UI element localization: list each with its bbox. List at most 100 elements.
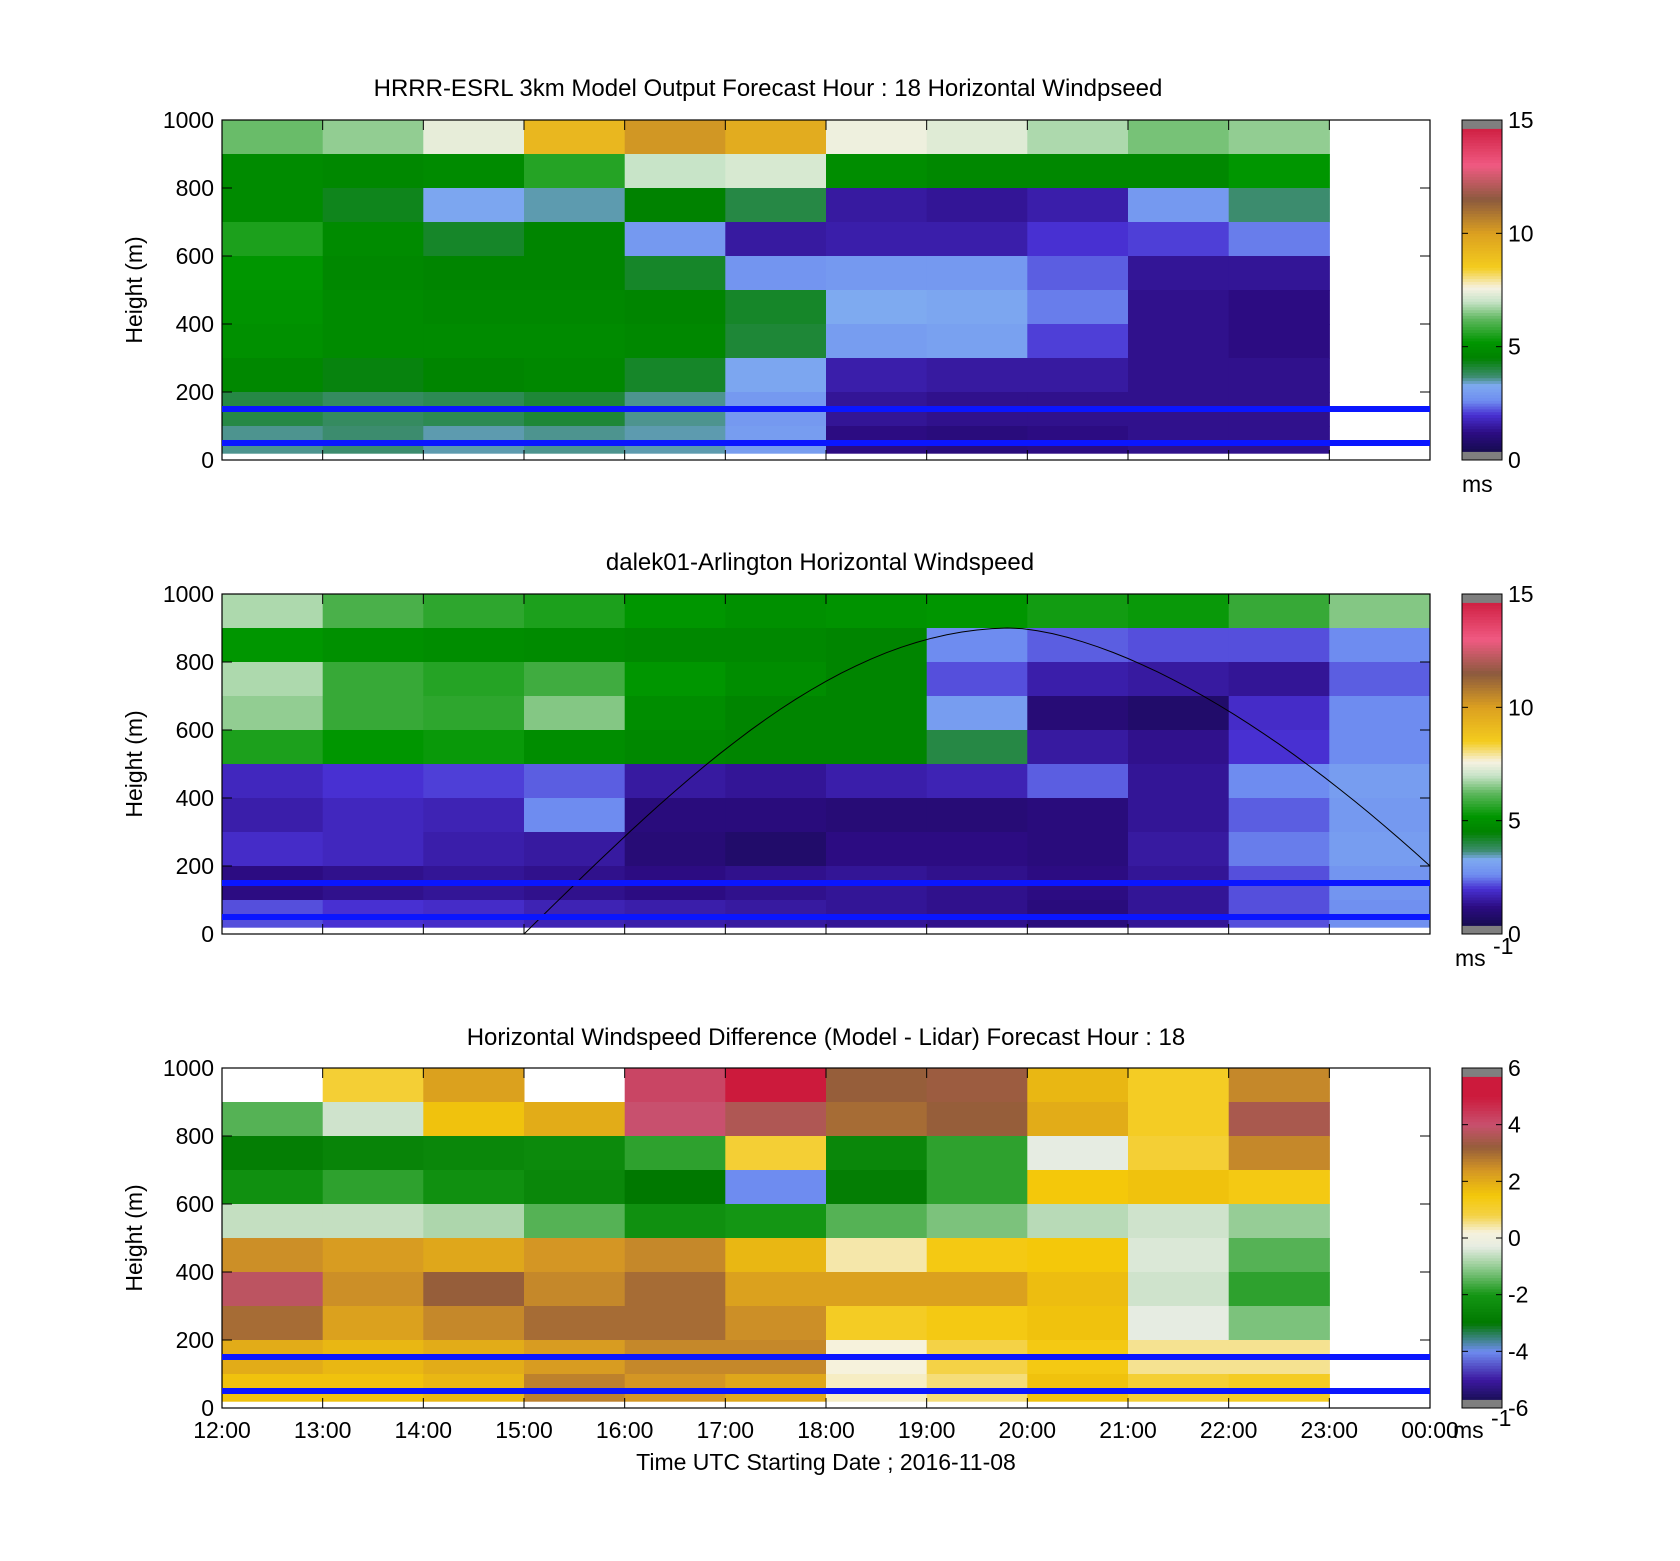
y-tick-label: 400 bbox=[176, 1259, 214, 1285]
colorbar-band bbox=[1462, 1198, 1502, 1202]
colorbar-band bbox=[1462, 1365, 1502, 1369]
x-tick-label: 20:00 bbox=[999, 1417, 1057, 1443]
colorbar-band bbox=[1462, 1178, 1502, 1182]
colorbar-band bbox=[1462, 868, 1502, 873]
colorbar-band bbox=[1462, 1204, 1502, 1208]
colorbar-band bbox=[1462, 766, 1502, 771]
heatmap-cell bbox=[222, 798, 324, 833]
colorbar-band bbox=[1462, 139, 1502, 144]
colorbar-band bbox=[1462, 758, 1502, 762]
heatmap-cell bbox=[423, 290, 525, 325]
heatmap-cell bbox=[826, 1136, 928, 1171]
colorbar-band bbox=[1462, 1170, 1502, 1174]
colorbar-band bbox=[1462, 749, 1502, 754]
heatmap-cell bbox=[222, 290, 324, 325]
heatmap-cell bbox=[826, 154, 928, 189]
heatmap-cell bbox=[624, 188, 726, 223]
colorbar-band bbox=[1462, 434, 1502, 438]
colorbar-band bbox=[1462, 1328, 1502, 1332]
colorbar-band bbox=[1462, 1119, 1502, 1123]
colorbar-band bbox=[1462, 701, 1502, 705]
colorbar-band bbox=[1462, 145, 1502, 149]
colorbar-band bbox=[1462, 1102, 1502, 1106]
colorbar-band bbox=[1462, 445, 1502, 450]
colorbar-band bbox=[1462, 156, 1502, 161]
colorbar-band bbox=[1462, 312, 1502, 316]
heatmap-cell bbox=[725, 1272, 827, 1307]
colorbar-band bbox=[1462, 829, 1502, 833]
colorbar-band bbox=[1462, 911, 1502, 915]
colorbar-band bbox=[1462, 832, 1502, 836]
heatmap-cell bbox=[322, 798, 424, 833]
colorbar-band bbox=[1462, 185, 1502, 189]
colorbar-band bbox=[1462, 1110, 1502, 1114]
heatmap-cell bbox=[1027, 900, 1129, 928]
heatmap-cell bbox=[322, 256, 424, 291]
colorbar-band bbox=[1462, 1393, 1502, 1398]
colorbar-band bbox=[1462, 1141, 1502, 1145]
colorbar-band bbox=[1462, 727, 1502, 731]
heatmap-cell bbox=[826, 120, 928, 155]
colorbar-band bbox=[1462, 871, 1502, 875]
colorbar-band bbox=[1462, 1229, 1502, 1233]
heatmap-cell bbox=[926, 1068, 1028, 1103]
colorbar-band bbox=[1462, 888, 1502, 892]
heatmap-cell bbox=[322, 1204, 424, 1239]
colorbar-band bbox=[1462, 142, 1502, 146]
colorbar-band bbox=[1462, 443, 1502, 447]
panel-model-y-ticks: 0 200 400 600 800 1000 bbox=[163, 107, 1430, 473]
panel-difference-colorbar: -6 -4 -2 0 2 4 6 ms -1 bbox=[1453, 1055, 1529, 1443]
heatmap-cell bbox=[926, 798, 1028, 833]
panel-lidar: dalek01-Arlington Horizontal Windspeed 0… bbox=[121, 549, 1534, 971]
colorbar-band bbox=[1462, 874, 1502, 878]
colorbar-band bbox=[1462, 1093, 1502, 1097]
heatmap-cell bbox=[222, 1374, 324, 1402]
colorbar-tick-label: 15 bbox=[1508, 581, 1534, 607]
heatmap-cell bbox=[926, 1170, 1028, 1205]
colorbar-band bbox=[1462, 778, 1502, 782]
heatmap-cell bbox=[624, 832, 726, 867]
colorbar-band bbox=[1462, 372, 1502, 376]
colorbar-band bbox=[1462, 454, 1502, 458]
panel-lidar-heatmap bbox=[222, 594, 1431, 928]
heatmap-cell bbox=[524, 730, 626, 765]
heatmap-cell bbox=[926, 188, 1028, 223]
colorbar-band bbox=[1462, 1337, 1502, 1341]
heatmap-cell bbox=[1329, 662, 1431, 697]
colorbar-band bbox=[1462, 917, 1502, 921]
colorbar-band bbox=[1462, 820, 1502, 824]
colorbar-band bbox=[1462, 1257, 1502, 1262]
colorbar-band bbox=[1462, 324, 1502, 328]
panel-lidar-colorbar: 0 5 10 15 ms -1 bbox=[1455, 581, 1534, 971]
panel-lidar-reference-lines bbox=[222, 880, 1430, 920]
heatmap-cell bbox=[1228, 1238, 1330, 1273]
colorbar-band bbox=[1462, 1232, 1502, 1236]
colorbar-band bbox=[1462, 137, 1502, 141]
colorbar-band bbox=[1462, 241, 1502, 246]
heatmap-cell bbox=[322, 662, 424, 697]
colorbar-band bbox=[1462, 854, 1502, 858]
panel-lidar-y-axis-label: Height (m) bbox=[121, 710, 147, 817]
colorbar-band bbox=[1462, 301, 1502, 305]
colorbar-band bbox=[1462, 1297, 1502, 1301]
heatmap-cell bbox=[826, 222, 928, 257]
heatmap-cell bbox=[725, 730, 827, 765]
colorbar-band bbox=[1462, 366, 1502, 370]
heatmap-cell bbox=[222, 1170, 324, 1205]
colorbar-band bbox=[1462, 795, 1502, 799]
heatmap-cell bbox=[725, 120, 827, 155]
heatmap-cell bbox=[1329, 832, 1431, 867]
colorbar-band bbox=[1462, 1223, 1502, 1228]
heatmap-cell bbox=[624, 1238, 726, 1273]
colorbar-band bbox=[1462, 1144, 1502, 1148]
colorbar-band bbox=[1462, 1249, 1502, 1253]
heatmap-cell bbox=[725, 222, 827, 257]
y-tick-label: 0 bbox=[201, 921, 214, 947]
heatmap-cell bbox=[1228, 256, 1330, 291]
colorbar-band bbox=[1462, 877, 1502, 881]
colorbar-band bbox=[1462, 817, 1502, 822]
colorbar-tick-label: 6 bbox=[1508, 1055, 1521, 1081]
heatmap-cell bbox=[222, 696, 324, 731]
heatmap-cell bbox=[826, 730, 928, 765]
colorbar-band bbox=[1462, 1104, 1502, 1109]
